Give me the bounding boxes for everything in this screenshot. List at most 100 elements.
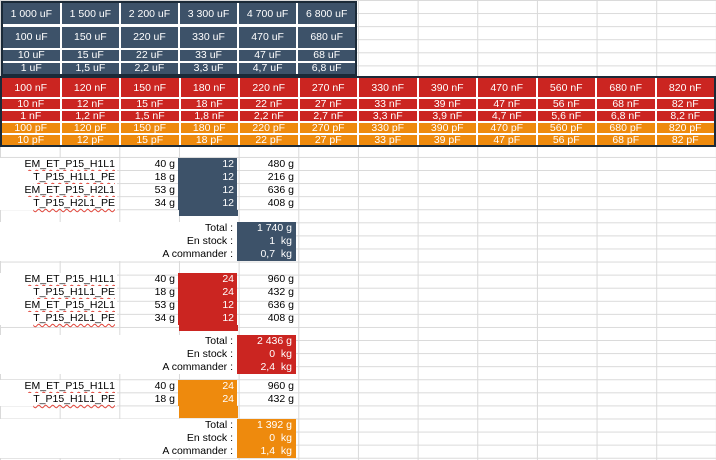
cap-cell[interactable]: 680 pF	[597, 122, 655, 134]
cap-cell[interactable]: 27 pF	[299, 134, 357, 146]
cap-cell[interactable]: 330 uF	[180, 26, 237, 48]
part-name-cell[interactable]: EM_ET_P15_H1L1	[0, 158, 117, 171]
cap-cell[interactable]: 33 pF	[359, 134, 417, 146]
cap-cell[interactable]: 100 nF	[2, 78, 60, 97]
summary-label-cell[interactable]: Total :	[0, 222, 237, 235]
summary-label-cell[interactable]: A commander :	[0, 248, 237, 261]
cap-cell[interactable]: 47 uF	[239, 49, 296, 61]
cap-cell[interactable]: 470 nF	[478, 78, 536, 97]
summary-value-cell[interactable]: 2,4 kg	[237, 361, 296, 374]
summary-label-cell[interactable]: A commander :	[0, 445, 237, 458]
cap-cell[interactable]: 27 nF	[299, 98, 357, 110]
cap-cell[interactable]: 56 pF	[537, 134, 595, 146]
cap-cell[interactable]: 150 uF	[62, 26, 119, 48]
cap-cell[interactable]: 22 pF	[240, 134, 298, 146]
cap-cell[interactable]: 1 nF	[2, 110, 60, 122]
unit-weight-cell[interactable]: 18 g	[154, 286, 175, 298]
part-name-cell[interactable]: EM_ET_P15_H2L1	[0, 299, 117, 312]
cap-cell[interactable]: 220 nF	[240, 78, 298, 97]
cap-cell[interactable]: 100 pF	[2, 122, 60, 134]
unit-weight-cell[interactable]: 34 g	[154, 312, 175, 324]
cap-cell[interactable]: 47 pF	[478, 134, 536, 146]
cap-cell[interactable]: 470 pF	[478, 122, 536, 134]
cap-cell[interactable]: 10 nF	[2, 98, 60, 110]
qty-cell[interactable]: 24	[178, 273, 237, 286]
qty-cell[interactable]: 24	[178, 286, 237, 299]
cap-cell[interactable]: 560 nF	[537, 78, 595, 97]
cap-cell[interactable]: 18 nF	[180, 98, 238, 110]
summary-label-cell[interactable]: En stock :	[0, 235, 237, 248]
unit-weight-cell[interactable]: 34 g	[154, 197, 175, 209]
cap-cell[interactable]: 120 nF	[61, 78, 119, 97]
cap-cell[interactable]: 33 uF	[180, 49, 237, 61]
cap-cell[interactable]: 5,6 nF	[537, 110, 595, 122]
qty-cell[interactable]: 12	[178, 171, 237, 184]
summary-value-cell[interactable]: 2 436 g	[237, 335, 296, 348]
cap-cell[interactable]: 2,2 uF	[121, 62, 178, 74]
cap-cell[interactable]: 15 uF	[62, 49, 119, 61]
cap-cell[interactable]: 1 000 uF	[3, 3, 60, 24]
cap-cell[interactable]: 15 pF	[121, 134, 179, 146]
cap-cell[interactable]: 82 nF	[656, 98, 714, 110]
cap-cell[interactable]: 39 nF	[418, 98, 476, 110]
cap-cell[interactable]: 6 800 uF	[298, 3, 355, 24]
cap-cell[interactable]: 22 nF	[240, 98, 298, 110]
qty-cell[interactable]: 12	[178, 312, 237, 325]
cap-cell[interactable]: 68 uF	[298, 49, 355, 61]
cap-cell[interactable]: 8,2 nF	[656, 110, 714, 122]
qty-cell[interactable]: 12	[178, 299, 237, 312]
cap-cell[interactable]: 150 nF	[121, 78, 179, 97]
part-name-cell[interactable]: EM_ET_P15_H2L1	[0, 184, 117, 197]
cap-cell[interactable]: 3,3 uF	[180, 62, 237, 74]
summary-value-cell[interactable]: 0,7 kg	[237, 248, 296, 261]
cap-cell[interactable]: 6,8 nF	[597, 110, 655, 122]
cap-cell[interactable]: 4,7 nF	[478, 110, 536, 122]
cap-cell[interactable]: 680 nF	[597, 78, 655, 97]
summary-value-cell[interactable]: 1 kg	[237, 235, 296, 248]
unit-weight-cell[interactable]: 18 g	[154, 393, 175, 405]
cap-cell[interactable]: 100 uF	[3, 26, 60, 48]
cap-cell[interactable]: 150 pF	[121, 122, 179, 134]
line-weight-cell[interactable]: 216 g	[267, 171, 294, 183]
cap-cell[interactable]: 47 nF	[478, 98, 536, 110]
line-weight-cell[interactable]: 408 g	[267, 312, 294, 324]
cap-cell[interactable]: 12 nF	[61, 98, 119, 110]
qty-cell[interactable]: 24	[178, 380, 237, 393]
part-name-cell[interactable]: EM_ET_P15_H1L1	[0, 273, 117, 286]
summary-value-cell[interactable]: 1,4 kg	[237, 445, 296, 458]
summary-label-cell[interactable]: En stock :	[0, 432, 237, 445]
part-name-cell[interactable]: EM_ET_P15_H1L1	[0, 380, 117, 393]
cap-cell[interactable]: 33 nF	[359, 98, 417, 110]
cap-cell[interactable]: 270 nF	[299, 78, 357, 97]
cap-cell[interactable]: 2,7 nF	[299, 110, 357, 122]
cap-cell[interactable]: 180 pF	[180, 122, 238, 134]
cap-cell[interactable]: 3,3 nF	[359, 110, 417, 122]
cap-cell[interactable]: 68 nF	[597, 98, 655, 110]
cap-cell[interactable]: 820 pF	[656, 122, 714, 134]
qty-cell[interactable]: 24	[178, 393, 237, 406]
line-weight-cell[interactable]: 960 g	[267, 273, 294, 285]
summary-value-cell[interactable]: 0 kg	[237, 348, 296, 361]
line-weight-cell[interactable]: 960 g	[267, 380, 294, 392]
cap-cell[interactable]: 2 200 uF	[121, 3, 178, 24]
cap-cell[interactable]: 4,7 uF	[239, 62, 296, 74]
cap-cell[interactable]: 12 pF	[61, 134, 119, 146]
cap-cell[interactable]: 820 nF	[656, 78, 714, 97]
cap-cell[interactable]: 2,2 nF	[240, 110, 298, 122]
cap-cell[interactable]: 1,5 nF	[121, 110, 179, 122]
cap-cell[interactable]: 39 pF	[418, 134, 476, 146]
cap-cell[interactable]: 18 pF	[180, 134, 238, 146]
cap-cell[interactable]: 1,8 nF	[180, 110, 238, 122]
cap-cell[interactable]: 1 500 uF	[62, 3, 119, 24]
cap-cell[interactable]: 1,2 nF	[61, 110, 119, 122]
cap-cell[interactable]: 10 uF	[3, 49, 60, 61]
unit-weight-cell[interactable]: 18 g	[154, 171, 175, 183]
cap-cell[interactable]: 560 pF	[537, 122, 595, 134]
line-weight-cell[interactable]: 636 g	[267, 299, 294, 311]
cap-cell[interactable]: 220 uF	[121, 26, 178, 48]
cap-cell[interactable]: 22 uF	[121, 49, 178, 61]
cap-cell[interactable]: 4 700 uF	[239, 3, 296, 24]
qty-cell[interactable]: 12	[178, 184, 237, 197]
unit-weight-cell[interactable]: 53 g	[154, 299, 175, 311]
